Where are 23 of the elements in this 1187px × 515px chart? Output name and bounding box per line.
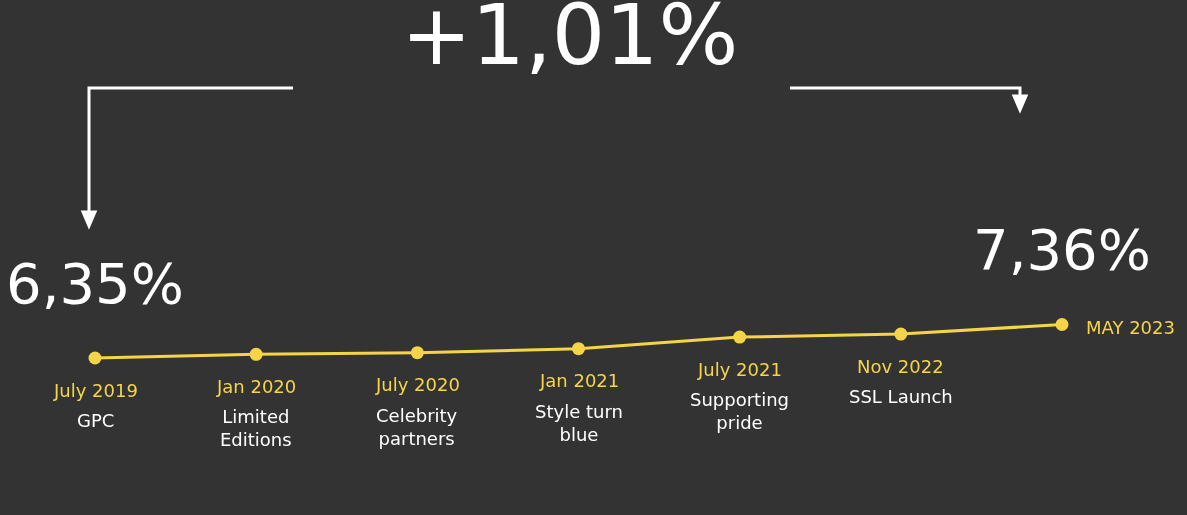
point: [410, 346, 424, 360]
x-tick-label: Nov 2022: [857, 356, 944, 377]
annotation: Celebrity partners: [376, 405, 458, 450]
annotation: Supporting pride: [690, 389, 789, 434]
x-tick-label: MAY 2023: [1086, 317, 1175, 338]
annotation: Limited Editions: [220, 406, 292, 451]
x-tick-label: July 2020: [375, 374, 460, 395]
point: [894, 327, 908, 341]
annotation: SSL Launch: [849, 386, 953, 407]
point: [249, 347, 263, 361]
annotation: Style turn blue: [535, 401, 623, 446]
point: [1055, 318, 1069, 331]
x-tick-label: July 2019: [53, 380, 138, 401]
point: [572, 342, 585, 356]
data-label: 6,35%: [6, 251, 184, 316]
x-tick-label: Jan 2020: [216, 376, 297, 397]
x-tick-label: July 2021: [697, 359, 782, 380]
point: [733, 330, 747, 344]
data-label: 7,36%: [973, 217, 1151, 282]
annotation: GPC: [77, 410, 115, 431]
x-tick-label: Jan 2021: [539, 370, 620, 391]
chart-title: +1,01%: [401, 0, 739, 84]
point: [88, 351, 102, 365]
